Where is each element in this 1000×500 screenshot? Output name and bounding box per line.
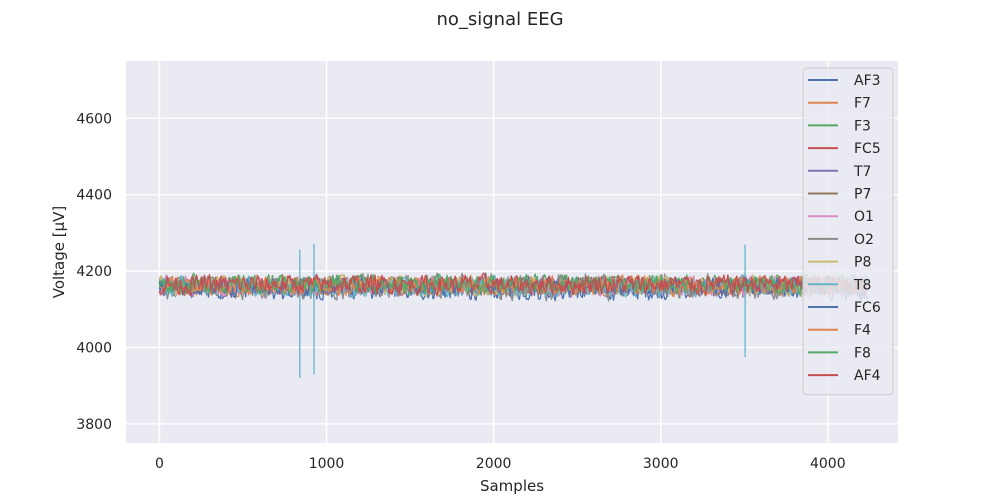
legend-label: F4 (854, 323, 871, 339)
legend-box (802, 67, 894, 396)
legend-label: P8 (854, 255, 871, 271)
grid-lines (126, 61, 898, 443)
x-tick-label: 3000 (643, 456, 679, 472)
legend-label: F3 (854, 118, 871, 134)
legend-label: FC6 (854, 300, 881, 316)
series-line-f8 (158, 274, 868, 296)
legend-label: F7 (854, 96, 871, 112)
series-line-af4 (158, 272, 868, 296)
y-tick-label: 4000 (76, 341, 112, 357)
legend-label: AF3 (854, 73, 881, 89)
legend-label: O1 (854, 209, 874, 225)
x-tick-label: 0 (155, 456, 164, 472)
tick-labels: 0 1000 2000 3000 4000 3800 4000 4200 4400 4600 (76, 111, 845, 472)
legend-label: FC5 (854, 141, 881, 157)
x-tick-label: 1000 (309, 456, 345, 472)
y-tick-label: 4400 (76, 188, 112, 204)
legend-label: T7 (853, 164, 871, 180)
x-axis-label: Samples (480, 477, 544, 495)
chart-title: no_signal EEG (436, 9, 563, 30)
y-axis-label: Voltage [µV] (50, 206, 68, 299)
x-tick-label: 4000 (810, 456, 846, 472)
legend-label: F8 (854, 345, 871, 361)
legend-label: AF4 (854, 368, 881, 384)
plot-area (126, 61, 898, 443)
y-tick-label: 4200 (76, 264, 112, 280)
legend-label: O2 (854, 232, 874, 248)
legend-label: P7 (854, 187, 871, 203)
x-tick-label: 2000 (476, 456, 512, 472)
y-tick-label: 4600 (76, 111, 112, 127)
y-tick-label: 3800 (76, 417, 112, 433)
legend: AF3 F7 F3 FC5 T7 P7 O1 O2 P8 T8 FC6 F4 F8 AF4 (802, 67, 894, 396)
series-lines (158, 243, 868, 379)
legend-label: T8 (853, 277, 871, 293)
